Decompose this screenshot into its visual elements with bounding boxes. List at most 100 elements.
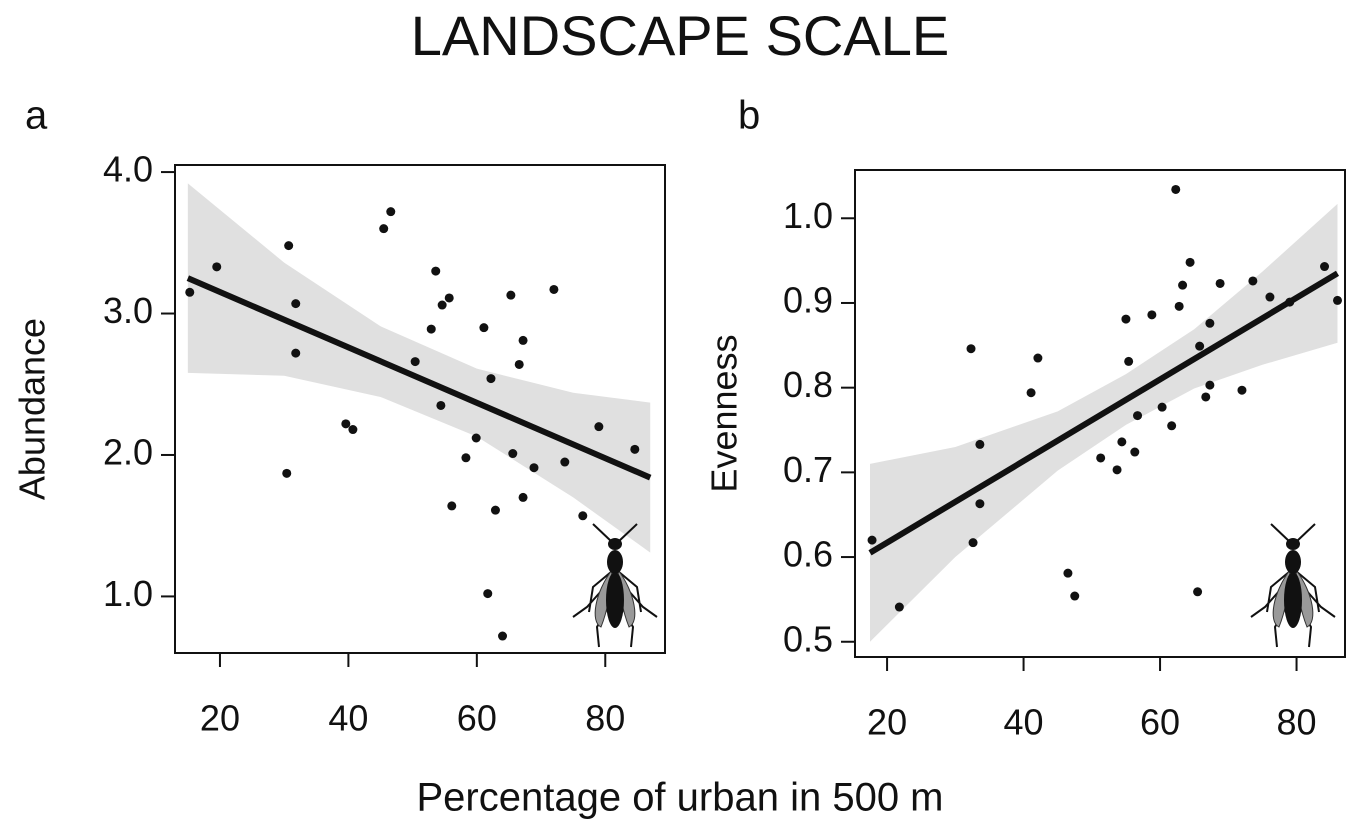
data-point — [479, 323, 489, 333]
y-tick-label: 0.9 — [783, 279, 833, 320]
data-point — [549, 284, 559, 294]
data-point — [436, 400, 446, 410]
data-point — [966, 344, 976, 354]
data-point — [1063, 568, 1073, 578]
data-point — [1147, 310, 1157, 320]
data-point — [386, 207, 396, 217]
data-point — [560, 457, 570, 467]
data-point — [348, 425, 358, 435]
x-tick-label: 60 — [1140, 702, 1180, 743]
y-tick-label: 4.0 — [103, 149, 153, 190]
data-point — [461, 453, 471, 463]
data-point — [1195, 341, 1205, 351]
data-point — [1215, 278, 1225, 288]
data-point — [444, 293, 454, 303]
data-point — [1265, 292, 1275, 302]
y-tick-label: 3.0 — [103, 290, 153, 331]
data-point — [578, 511, 588, 521]
plot-frame — [174, 164, 666, 654]
y-tick-label: 0.5 — [783, 618, 833, 659]
data-point — [894, 602, 904, 612]
y-tick-label: 0.7 — [783, 449, 833, 490]
data-point — [1201, 392, 1211, 402]
data-point — [1124, 356, 1134, 366]
data-point — [282, 468, 292, 478]
y-tick-label: 0.8 — [783, 364, 833, 405]
data-point — [471, 433, 481, 443]
data-point — [1112, 465, 1122, 475]
confidence-band — [187, 183, 651, 553]
data-point — [447, 501, 457, 511]
data-point — [1205, 380, 1215, 390]
data-point — [1117, 437, 1127, 447]
confidence-band — [870, 203, 1338, 642]
data-point — [410, 357, 420, 367]
data-point — [1185, 257, 1195, 267]
data-point — [594, 422, 604, 432]
panel-label: a — [25, 94, 48, 138]
data-point — [1167, 421, 1177, 431]
data-point — [1171, 184, 1181, 194]
data-point — [508, 449, 518, 459]
data-point — [975, 499, 985, 509]
x-tick-label: 40 — [1004, 702, 1044, 743]
plot-frame — [854, 169, 1346, 658]
data-point — [867, 535, 877, 545]
data-point — [291, 348, 301, 358]
data-point — [1320, 262, 1330, 272]
data-point — [1178, 280, 1188, 290]
data-point — [1237, 385, 1247, 395]
data-point — [506, 290, 516, 300]
x-tick-label: 60 — [457, 698, 497, 739]
data-point — [483, 589, 493, 599]
fit-line — [186, 275, 652, 481]
y-tick-label: 1.0 — [783, 195, 833, 236]
data-point — [486, 374, 496, 384]
x-tick-label: 80 — [1277, 702, 1317, 743]
data-point — [630, 444, 640, 454]
data-point — [426, 324, 436, 334]
data-point — [968, 538, 978, 548]
data-point — [1193, 587, 1203, 597]
data-point — [1157, 402, 1167, 412]
data-point — [185, 287, 195, 297]
data-point — [379, 224, 389, 234]
data-point — [1133, 411, 1143, 421]
panel-label: b — [738, 94, 760, 138]
page-title: LANDSCAPE SCALE — [411, 4, 949, 67]
data-point — [1174, 301, 1184, 311]
data-point — [1121, 314, 1131, 324]
x-tick-label: 20 — [867, 702, 907, 743]
x-axis-label: Percentage of urban in 500 m — [416, 776, 943, 820]
data-point — [1033, 353, 1043, 363]
data-point — [341, 419, 351, 429]
y-tick-label: 2.0 — [103, 431, 153, 472]
data-point — [437, 300, 447, 310]
y-tick-label: 0.6 — [783, 534, 833, 575]
data-point — [1332, 295, 1342, 305]
data-point — [1130, 447, 1140, 457]
x-tick-label: 40 — [328, 698, 368, 739]
data-point — [498, 631, 508, 641]
data-point — [975, 439, 985, 449]
insect-icon — [1250, 523, 1336, 648]
data-point — [518, 335, 528, 345]
data-point — [212, 262, 222, 272]
data-point — [1205, 318, 1215, 328]
fit-line — [868, 270, 1340, 556]
data-point — [284, 241, 294, 251]
data-point — [291, 299, 301, 309]
data-point — [1285, 297, 1295, 307]
x-tick-label: 80 — [585, 698, 625, 739]
data-point — [1096, 453, 1106, 463]
data-point — [529, 463, 539, 473]
x-tick-label: 20 — [200, 698, 240, 739]
y-tick-label: 1.0 — [103, 573, 153, 614]
data-point — [490, 505, 500, 515]
y-axis-label: Abundance — [12, 318, 53, 500]
data-point — [1026, 388, 1036, 398]
data-point — [1248, 276, 1258, 286]
data-point — [514, 359, 524, 369]
data-point — [431, 266, 441, 276]
